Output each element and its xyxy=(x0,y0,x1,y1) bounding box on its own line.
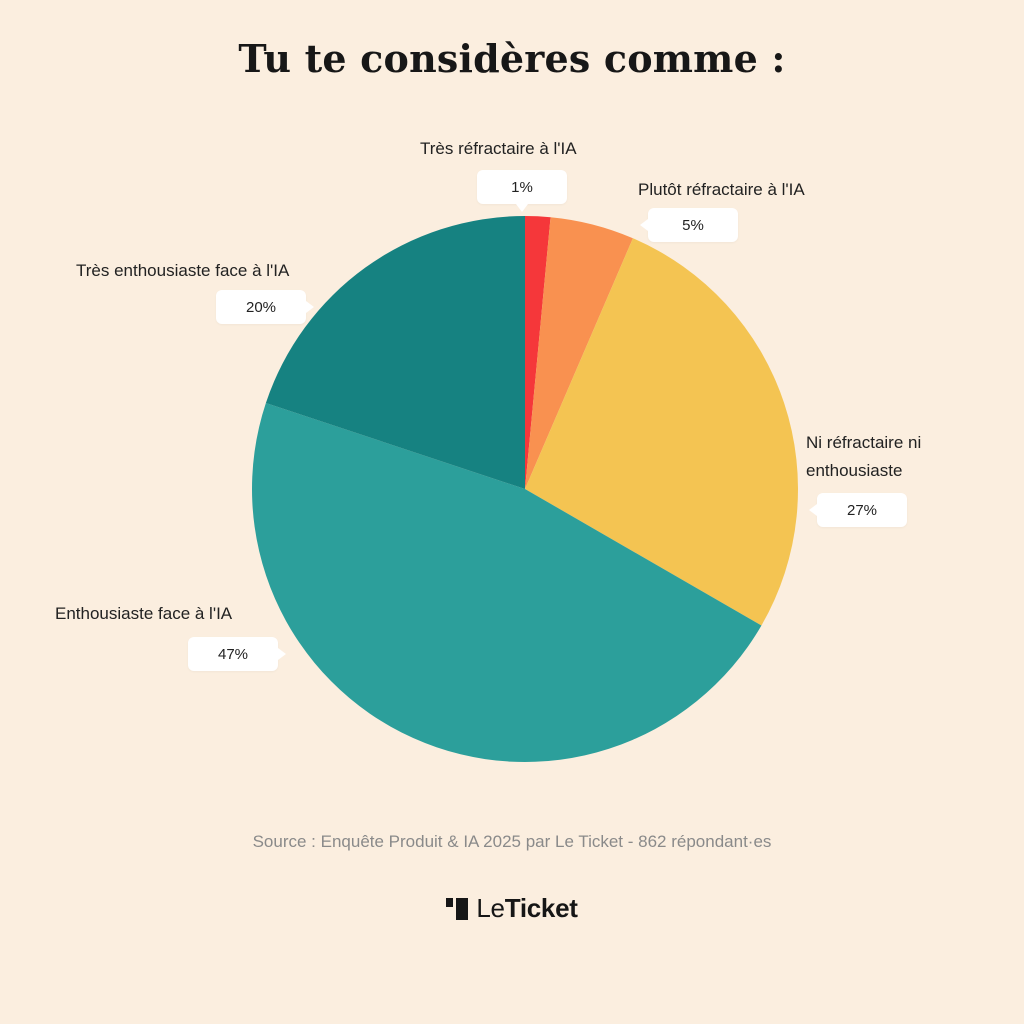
pie-slice-0 xyxy=(525,216,551,489)
brand-wordmark: LeTicket xyxy=(476,893,578,924)
value-badge-enthousiaste: 47% xyxy=(188,637,286,671)
brand-mark-icon xyxy=(446,897,469,920)
value-badge-tres-refractaire: 1% xyxy=(477,170,567,212)
brand-part2: Ticket xyxy=(504,893,578,923)
brand-part1: Le xyxy=(476,893,505,923)
slice-label-tres-refractaire: Très réfractaire à l'IA xyxy=(420,139,577,158)
slice-label-tres-enthousiaste: Très enthousiaste face à l'IA xyxy=(76,261,290,280)
brand-logo: LeTicket xyxy=(0,893,1024,924)
value-badge-tres-enthousiaste: 20% xyxy=(216,290,314,324)
slice-label-plutot-refractaire: Plutôt réfractaire à l'IA xyxy=(638,180,805,199)
slice-label-ni-line1: Ni réfractaire ni xyxy=(806,433,922,452)
pie-slice-2 xyxy=(525,238,798,626)
pie-slice-1 xyxy=(525,217,633,489)
value-badge-ni: 27% xyxy=(809,493,907,527)
slice-label-enthousiaste: Enthousiaste face à l'IA xyxy=(55,604,233,623)
pie-slice-3 xyxy=(251,403,762,762)
chart-title: Tu te considères comme : xyxy=(238,36,786,81)
pie-slice-4 xyxy=(265,216,525,489)
slice-label-ni-line2: enthousiaste xyxy=(806,461,903,480)
source-note: Source : Enquête Produit & IA 2025 par L… xyxy=(252,832,772,851)
value-badge-plutot-refractaire: 5% xyxy=(640,208,738,242)
